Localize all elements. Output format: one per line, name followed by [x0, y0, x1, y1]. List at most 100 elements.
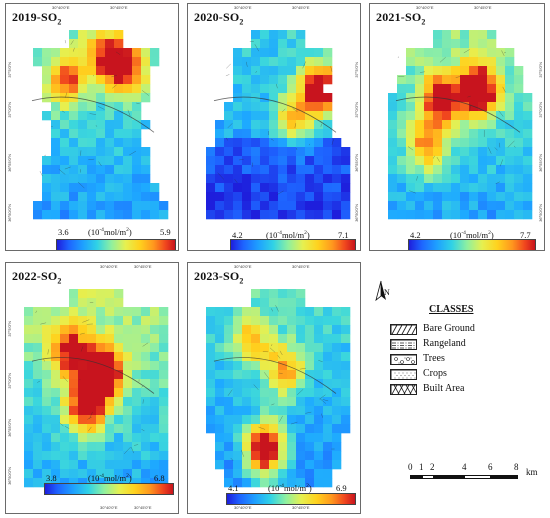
raster-cell [305, 129, 315, 139]
raster-cell [78, 289, 88, 299]
raster-cell [114, 84, 124, 94]
overlay-line [62, 376, 68, 382]
raster-cell [33, 48, 43, 58]
raster-cell [314, 129, 324, 139]
raster-cell [424, 183, 434, 193]
raster-cell [224, 307, 234, 317]
raster-cell [96, 361, 106, 371]
overlay-line [296, 147, 298, 150]
raster-cell [251, 334, 261, 344]
raster-cell [523, 165, 533, 175]
raster-cell [406, 84, 416, 94]
raster-cell [159, 210, 169, 220]
raster-cell [442, 129, 452, 139]
raster-cell [314, 201, 324, 211]
colorbar [226, 493, 356, 505]
raster-cell [251, 210, 261, 220]
raster-cell [114, 192, 124, 202]
raster-cell [332, 156, 342, 166]
raster-cell [278, 406, 288, 416]
raster-cell [33, 316, 43, 326]
raster-cell [114, 298, 124, 308]
raster-cell [505, 138, 515, 148]
raster-cell [24, 316, 34, 326]
raster-cell [287, 138, 297, 148]
raster-cell [406, 111, 416, 121]
raster-cell [296, 165, 306, 175]
raster-cell [141, 201, 151, 211]
raster-cell [314, 370, 324, 380]
raster-cell [314, 325, 324, 335]
raster-cell [496, 48, 506, 58]
raster-cell [159, 343, 169, 353]
raster-cell [478, 111, 488, 121]
raster-cell [242, 75, 252, 85]
raster-cell [141, 57, 151, 67]
raster-cell [123, 451, 133, 461]
raster-cell [523, 147, 533, 157]
raster-cell [478, 192, 488, 202]
raster-cell [141, 147, 151, 157]
overlay-line [142, 342, 149, 347]
raster-cell [132, 165, 142, 175]
raster-cell [251, 192, 261, 202]
raster-cell [78, 307, 88, 317]
raster-cell [406, 201, 416, 211]
raster-cell [96, 138, 106, 148]
raster-cell [215, 388, 225, 398]
raster-cell [141, 460, 151, 470]
raster-cell [514, 84, 524, 94]
raster-cell [487, 174, 497, 184]
overlay-line [320, 123, 322, 127]
raster-cell [96, 165, 106, 175]
raster-cell [141, 325, 151, 335]
raster-cell [69, 397, 79, 407]
raster-cell [323, 111, 333, 121]
raster-cell [323, 415, 333, 425]
raster-cell [60, 138, 70, 148]
raster-cell [487, 66, 497, 76]
raster-cell [150, 451, 160, 461]
raster-cell [487, 84, 497, 94]
raster-cell [215, 156, 225, 166]
raster-cell [233, 102, 243, 112]
raster-cell [114, 478, 124, 488]
raster-cell [123, 156, 133, 166]
raster-cell [69, 30, 79, 40]
raster-cell [69, 39, 79, 49]
raster-cell [105, 174, 115, 184]
raster-cell [96, 343, 106, 353]
raster-cell [341, 424, 351, 434]
raster-cell [51, 316, 61, 326]
diagonal-hatch-icon [390, 324, 417, 335]
raster-cell [314, 66, 324, 76]
raster-cell [42, 469, 52, 479]
raster-cell [251, 325, 261, 335]
raster-cell [424, 84, 434, 94]
raster-cell [78, 442, 88, 452]
land-cover-overlay [31, 40, 155, 189]
raster-cell [451, 39, 461, 49]
raster-cell [314, 379, 324, 389]
raster-cell [260, 289, 270, 299]
raster-cell [132, 352, 142, 362]
raster-cell [242, 66, 252, 76]
raster-cell [388, 183, 398, 193]
raster-cell [224, 192, 234, 202]
raster-cell [233, 343, 243, 353]
raster-cell [33, 334, 43, 344]
raster-cell [514, 156, 524, 166]
overlay-line [330, 66, 333, 72]
raster-cell [87, 84, 97, 94]
scale-segment [410, 475, 422, 479]
raster-cell [514, 93, 524, 103]
raster-cell [269, 174, 279, 184]
raster-cell [132, 397, 142, 407]
raster-cell [150, 469, 160, 479]
raster-cell [332, 316, 342, 326]
raster-cell [159, 361, 169, 371]
overlay-line [503, 52, 506, 54]
overlay-line [111, 75, 117, 78]
overlay-line [420, 71, 425, 73]
raster-cell [78, 433, 88, 443]
